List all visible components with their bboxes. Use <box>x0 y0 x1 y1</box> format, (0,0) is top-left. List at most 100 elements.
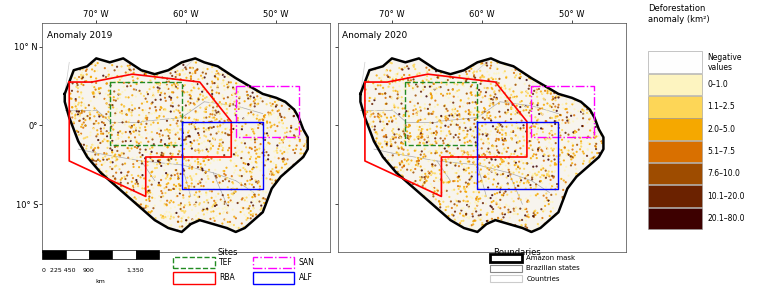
Point <box>192 195 204 199</box>
Point <box>222 220 234 224</box>
Point <box>77 75 89 80</box>
Point <box>127 196 140 200</box>
Point <box>554 133 567 138</box>
Point <box>500 102 512 107</box>
Point <box>74 67 86 72</box>
Point <box>401 155 413 160</box>
Point <box>518 126 530 130</box>
Point <box>109 176 121 181</box>
Point <box>416 79 429 83</box>
Point <box>230 138 242 143</box>
Point <box>161 174 174 179</box>
Point <box>123 67 135 71</box>
Point <box>482 138 494 143</box>
Point <box>435 114 447 118</box>
Point <box>277 159 290 164</box>
Point <box>239 182 251 186</box>
Point <box>250 156 262 161</box>
Point <box>164 199 176 204</box>
Point <box>142 190 154 194</box>
Point <box>101 139 114 143</box>
Point <box>396 65 409 70</box>
Point <box>161 80 173 84</box>
Point <box>442 114 454 119</box>
Point <box>532 224 545 229</box>
Point <box>193 217 205 221</box>
Point <box>524 126 536 130</box>
Point <box>571 173 583 177</box>
Point <box>162 172 174 176</box>
Point <box>402 152 415 156</box>
Point <box>403 123 415 128</box>
Point <box>270 178 283 183</box>
Point <box>203 158 215 162</box>
Point <box>529 186 541 191</box>
Point <box>235 205 247 210</box>
Point <box>387 137 399 141</box>
Point <box>458 198 470 203</box>
Point <box>206 70 218 74</box>
Point <box>167 118 180 122</box>
Point <box>159 142 171 146</box>
Point <box>457 117 469 121</box>
Point <box>171 171 184 176</box>
Point <box>243 182 256 186</box>
Point <box>408 180 420 185</box>
Point <box>407 108 419 113</box>
Point <box>569 131 581 135</box>
Point <box>483 168 495 172</box>
Point <box>477 201 489 205</box>
Point <box>202 187 214 191</box>
Point <box>545 122 557 126</box>
Point <box>545 142 558 147</box>
Point <box>182 134 194 138</box>
Point <box>154 126 166 131</box>
Point <box>464 112 476 117</box>
Point <box>188 86 200 90</box>
Point <box>455 149 468 153</box>
Point <box>97 131 109 136</box>
Point <box>243 186 255 190</box>
Point <box>421 78 433 82</box>
Point <box>525 229 537 234</box>
Point <box>485 169 498 174</box>
Point <box>419 167 431 171</box>
Point <box>483 72 495 77</box>
Point <box>201 90 214 94</box>
Point <box>155 153 167 158</box>
Point <box>429 86 441 91</box>
Point <box>578 136 590 141</box>
Point <box>266 170 279 175</box>
Point <box>485 200 498 204</box>
Point <box>505 107 518 111</box>
Point <box>529 171 541 176</box>
Point <box>501 119 513 124</box>
Point <box>472 180 485 184</box>
Point <box>551 182 563 186</box>
Point <box>367 81 379 86</box>
Point <box>424 142 436 147</box>
Point <box>184 189 197 194</box>
Point <box>550 95 562 100</box>
Point <box>479 173 492 178</box>
Point <box>190 190 202 195</box>
Point <box>429 75 441 79</box>
Point <box>169 138 181 143</box>
Point <box>494 90 506 94</box>
Point <box>392 146 405 151</box>
Point <box>432 74 445 78</box>
Point <box>193 142 205 146</box>
Point <box>180 76 193 80</box>
Point <box>535 148 548 152</box>
Point <box>88 69 101 74</box>
Point <box>442 125 455 129</box>
Point <box>452 79 465 84</box>
Point <box>544 88 556 93</box>
Point <box>410 111 422 116</box>
Point <box>362 79 374 84</box>
Point <box>164 130 176 135</box>
Point <box>505 172 517 177</box>
Point <box>247 165 260 170</box>
Point <box>497 142 509 146</box>
Point <box>192 211 204 215</box>
